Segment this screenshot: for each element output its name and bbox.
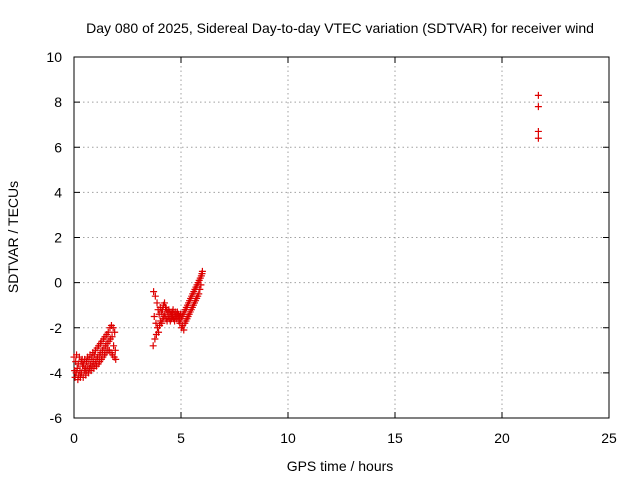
data-point: [151, 335, 159, 343]
data-point: [158, 319, 166, 327]
data-point: [195, 290, 203, 298]
x-tick-labels: 0 5 10 15 20 25: [70, 430, 617, 446]
data-point: [180, 326, 188, 334]
data-point: [155, 328, 163, 336]
data-point: [534, 91, 542, 99]
y-tick-labels: -6 -4 -2 0 2 4 6 8 10: [46, 49, 62, 426]
x-tick-label: 10: [280, 430, 296, 446]
data-points: [70, 91, 542, 384]
data-point: [104, 328, 112, 336]
data-point: [150, 288, 158, 296]
data-point: [112, 355, 120, 363]
x-tick-label: 20: [494, 430, 510, 446]
data-point: [153, 299, 161, 307]
data-point: [150, 312, 158, 320]
data-point: [161, 299, 169, 307]
data-point: [197, 281, 205, 289]
data-point: [196, 285, 204, 293]
y-tick-label: 2: [54, 230, 62, 246]
data-point: [111, 346, 119, 354]
data-point: [198, 267, 206, 275]
y-tick-label: 6: [54, 139, 62, 155]
y-tick-label: 10: [46, 49, 62, 65]
data-point: [110, 342, 118, 350]
data-point: [534, 127, 542, 135]
data-point: [108, 333, 116, 341]
y-tick-label: -6: [50, 410, 63, 426]
data-point: [151, 292, 159, 300]
data-point: [111, 328, 119, 336]
x-tick-label: 15: [387, 430, 403, 446]
x-axis-label: GPS time / hours: [287, 458, 394, 474]
x-tick-label: 0: [70, 430, 78, 446]
y-axis-label: SDTVAR / TECUs: [5, 181, 21, 293]
axis-ticks: [73, 56, 610, 419]
chart-title: Day 080 of 2025, Sidereal Day-to-day VTE…: [86, 20, 594, 36]
data-point: [534, 134, 542, 142]
data-point: [149, 342, 157, 350]
grid: [74, 57, 609, 418]
data-point: [109, 324, 117, 332]
y-tick-label: 8: [54, 94, 62, 110]
y-tick-label: -4: [50, 365, 63, 381]
y-tick-label: 4: [54, 184, 62, 200]
x-tick-label: 25: [601, 430, 617, 446]
y-tick-label: 0: [54, 275, 62, 291]
data-point: [534, 103, 542, 111]
x-tick-label: 5: [177, 430, 185, 446]
y-tick-label: -2: [50, 320, 63, 336]
